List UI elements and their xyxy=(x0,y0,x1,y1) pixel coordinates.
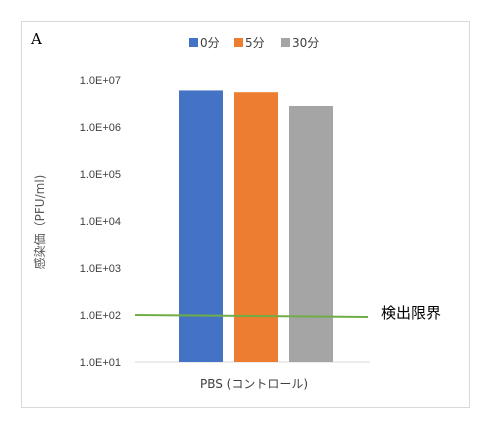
y-tick-label: 1.0E+05 xyxy=(80,169,121,181)
bar-30分 xyxy=(289,105,333,362)
bars xyxy=(179,90,333,363)
bar-0分 xyxy=(179,90,223,363)
detection-limit-line xyxy=(134,314,369,318)
detection-limit-label: 検出限界 xyxy=(381,304,441,322)
legend-label: 30分 xyxy=(292,36,319,50)
x-category-label: PBS (コントロール) xyxy=(200,377,308,391)
y-tick-label: 1.0E+02 xyxy=(80,310,121,322)
y-tick-label: 1.0E+06 xyxy=(80,122,121,134)
bar-5分 xyxy=(234,92,278,363)
y-tick-label: 1.0E+04 xyxy=(80,216,121,228)
legend-swatch xyxy=(189,38,198,47)
legend-swatch xyxy=(281,38,290,47)
legend-label: 0分 xyxy=(200,36,220,50)
legend-label: 5分 xyxy=(245,36,265,50)
y-axis-label: 感染価（PFU/ml) xyxy=(32,175,47,270)
legend: 0分 5分 30分 xyxy=(189,36,319,50)
y-tick-label: 1.0E+03 xyxy=(80,263,121,275)
y-axis-ticks: 1.0E+01 1.0E+02 1.0E+03 1.0E+04 1.0E+05 1.0E+… xyxy=(80,75,121,369)
y-tick-label: 1.0E+01 xyxy=(80,357,121,369)
panel-label: A xyxy=(31,30,42,48)
legend-swatch xyxy=(234,38,243,47)
y-tick-label: 1.0E+07 xyxy=(80,75,121,87)
detection-limit: 検出限界 xyxy=(134,304,441,322)
